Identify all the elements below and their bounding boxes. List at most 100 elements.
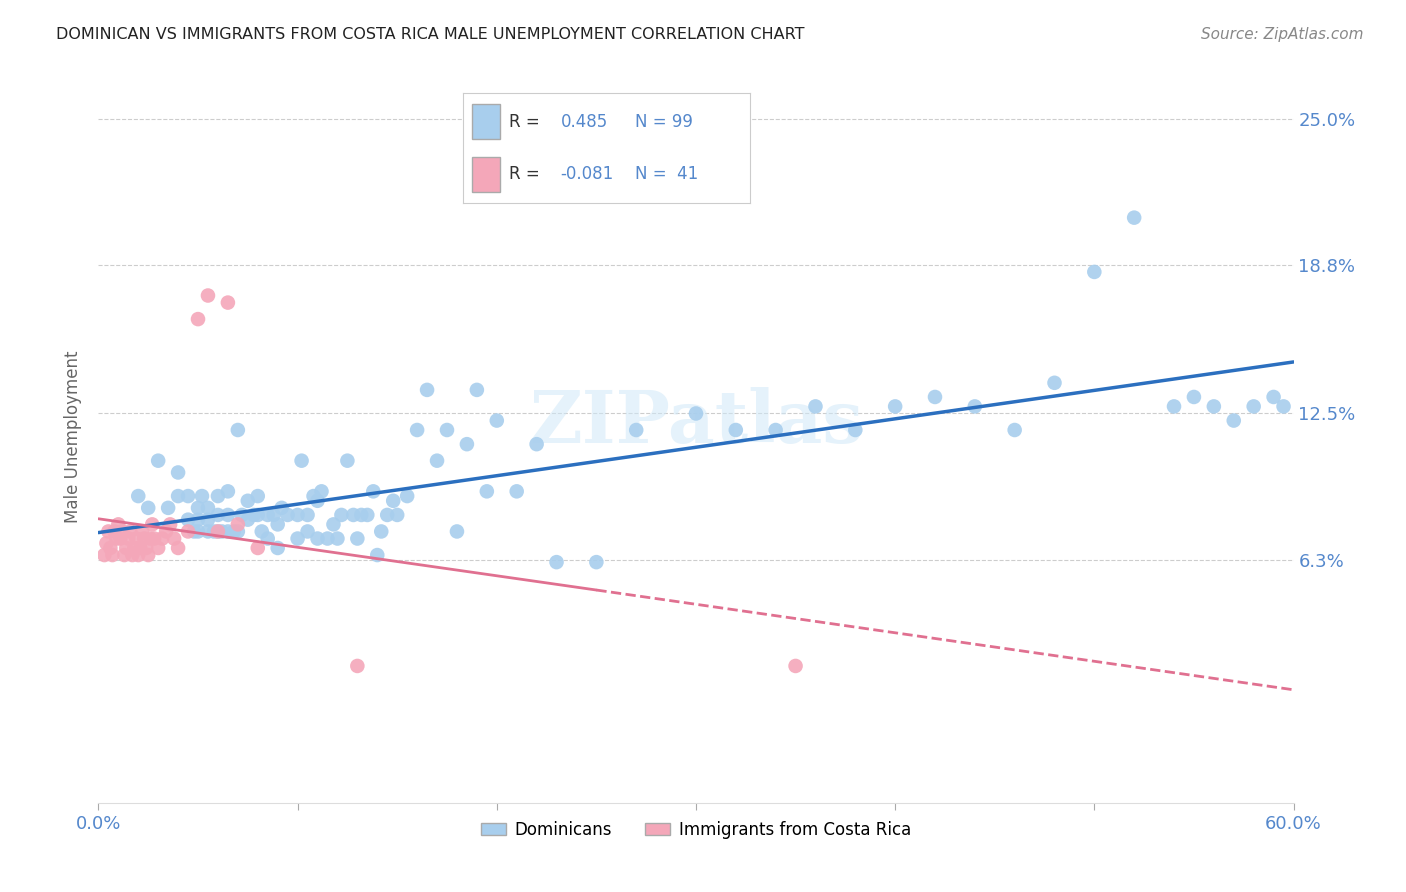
Text: Source: ZipAtlas.com: Source: ZipAtlas.com (1201, 27, 1364, 42)
Point (157, 500, 180, 515)
Point (287, 508, 309, 522)
Point (177, 513, 200, 527)
Point (370, 524, 392, 539)
Y-axis label: Male Unemployment: Male Unemployment (65, 351, 83, 524)
Point (342, 508, 364, 522)
Point (105, 532, 128, 546)
Point (416, 383, 439, 397)
Point (246, 489, 269, 503)
Point (103, 524, 125, 539)
Point (207, 524, 229, 539)
Point (844, 423, 866, 437)
Point (226, 517, 249, 532)
Point (124, 541, 146, 555)
Point (141, 517, 163, 532)
Point (129, 541, 152, 555)
Point (363, 484, 385, 499)
Point (121, 548, 143, 562)
Point (107, 517, 129, 532)
Point (465, 383, 488, 397)
Point (250, 524, 273, 539)
Point (222, 524, 245, 539)
Point (1083, 265, 1105, 279)
Point (207, 524, 229, 539)
Point (804, 400, 827, 414)
Point (117, 532, 139, 546)
Point (626, 423, 648, 437)
Point (1043, 376, 1066, 390)
Point (785, 659, 807, 673)
Point (277, 508, 299, 522)
Point (316, 532, 339, 546)
Point (135, 541, 157, 555)
Point (330, 508, 353, 522)
Point (356, 508, 378, 522)
Point (1243, 400, 1265, 414)
Point (267, 541, 290, 555)
Point (125, 532, 148, 546)
Point (115, 541, 138, 555)
Point (350, 508, 373, 522)
Point (1263, 390, 1285, 404)
Point (148, 453, 170, 467)
Point (111, 524, 134, 539)
Point (127, 489, 149, 503)
Point (506, 484, 529, 499)
Point (446, 524, 468, 539)
Point (167, 466, 190, 480)
Point (685, 407, 707, 421)
Point (346, 659, 368, 673)
Point (307, 532, 329, 546)
Point (322, 517, 344, 532)
Point (93, 548, 115, 562)
Point (148, 541, 170, 555)
Point (197, 513, 219, 527)
Point (396, 489, 419, 503)
Point (197, 524, 219, 539)
Point (765, 423, 787, 437)
Point (226, 524, 249, 539)
Point (101, 548, 124, 562)
Point (385, 508, 409, 522)
Point (139, 532, 162, 546)
Point (375, 508, 398, 522)
Point (382, 493, 405, 508)
Point (246, 508, 269, 522)
Point (307, 493, 329, 508)
Point (236, 493, 259, 508)
Point (207, 508, 229, 522)
Point (456, 437, 478, 451)
Point (436, 423, 458, 437)
Point (1123, 211, 1146, 225)
Point (236, 513, 259, 527)
Point (1202, 400, 1225, 414)
Point (1163, 400, 1185, 414)
Point (246, 541, 269, 555)
Point (177, 524, 200, 539)
Point (336, 453, 359, 467)
Point (585, 555, 607, 569)
Point (197, 288, 219, 302)
Point (163, 532, 186, 546)
Point (159, 517, 181, 532)
Point (112, 548, 135, 562)
Point (1272, 400, 1295, 414)
Text: ZIPatlas: ZIPatlas (529, 387, 863, 458)
Point (155, 524, 177, 539)
Point (485, 413, 508, 427)
Point (231, 508, 253, 522)
Point (884, 400, 907, 414)
Point (546, 555, 568, 569)
Point (291, 453, 314, 467)
Point (97, 524, 120, 539)
Point (187, 500, 209, 515)
Point (202, 524, 225, 539)
Point (167, 489, 190, 503)
Point (207, 489, 229, 503)
Point (226, 423, 249, 437)
Point (924, 390, 946, 404)
Point (187, 312, 209, 326)
Point (187, 513, 209, 527)
Point (1004, 423, 1026, 437)
Point (302, 489, 325, 503)
